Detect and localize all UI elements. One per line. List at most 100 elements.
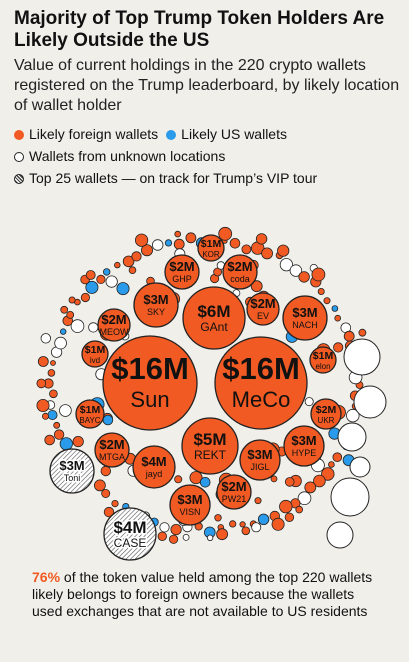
wallet-bubble-small	[331, 305, 339, 312]
legend-row-vip: Top 25 wallets — on track for Trump’s VI…	[14, 168, 404, 189]
bubble-value-label: $4M	[113, 518, 146, 537]
wallet-bubble-rekt	[181, 417, 239, 475]
wallet-bubble-small	[333, 342, 344, 353]
wallet-bubble-small	[159, 522, 170, 533]
bubble-value-label: $5M	[193, 430, 226, 449]
wallet-bubble-small	[54, 336, 67, 350]
legend-label-foreign: Likely foreign wallets	[29, 126, 159, 142]
bubble-name-label: jayd	[145, 469, 163, 479]
bubble-value-label: $2M	[101, 312, 126, 327]
wallet-bubble-small	[53, 429, 65, 440]
wallet-bubble-small	[323, 297, 331, 305]
wallet-bubble-small	[164, 239, 173, 247]
wallet-bubble-small	[254, 497, 262, 505]
bubble-value-label: $2M	[99, 437, 124, 452]
wallet-bubble-small	[128, 266, 137, 274]
wallet-bubble-small	[214, 514, 222, 522]
wallet-bubble-small	[111, 499, 119, 508]
wallet-bubble-meco	[214, 336, 308, 430]
wallet-bubble-small	[317, 288, 325, 296]
bubble-value-label: $2M	[221, 479, 246, 494]
wallet-bubble-small	[279, 258, 293, 272]
wallet-bubble-small	[241, 244, 252, 255]
bubble-name-label: EV	[257, 311, 269, 321]
wallet-bubble-small	[174, 230, 182, 238]
wallet-bubble-sun	[102, 335, 198, 431]
wallet-bubble-small	[59, 437, 73, 451]
wallet-bubble-small	[140, 244, 153, 257]
bubble-value-label: $2M	[250, 296, 275, 311]
wallet-bubble-small	[59, 404, 72, 417]
bubble-name-label: JIGL	[250, 462, 269, 472]
wallet-bubble-small	[185, 232, 197, 244]
bubble-value-label: $1M	[313, 350, 334, 362]
footnote: 76% of the token value held among the to…	[32, 569, 377, 620]
wallet-bubble-small	[239, 521, 246, 528]
wallet-bubble-small	[103, 506, 115, 518]
wallet-bubble-small	[255, 233, 268, 245]
footer-fade	[0, 568, 409, 662]
bubble-name-label: VISN	[179, 507, 200, 517]
wallet-bubble-small	[96, 274, 106, 285]
wallet-bubble-small	[101, 488, 111, 498]
wallet-bubble-small	[277, 244, 290, 257]
bubble-name-label: coda	[230, 274, 250, 284]
wallet-bubble-small	[270, 475, 278, 483]
wallet-bubble-small	[304, 397, 314, 407]
wallet-bubble-small	[66, 311, 75, 319]
bubble-value-label: $3M	[59, 458, 84, 473]
wallet-bubble-small	[189, 471, 203, 485]
wallet-bubble-small	[44, 434, 55, 446]
wallet-bubble-small	[241, 526, 251, 536]
wallet-bubble-small	[53, 421, 61, 429]
bubble-value-label: $2M	[227, 259, 252, 274]
bubble-name-label: GAnt	[200, 320, 228, 334]
bubble-name-label: KOR	[202, 250, 220, 259]
bubble-value-label: $16M	[222, 351, 300, 386]
wallet-bubble-gant	[182, 286, 246, 350]
wallet-bubble-jayd	[132, 445, 176, 489]
wallet-bubble-mtga	[94, 432, 130, 468]
wallet-bubble-unknown	[343, 338, 381, 376]
wallet-bubble-pw21	[216, 474, 252, 510]
wallet-bubble-small	[284, 512, 295, 523]
wallet-bubble-ev	[246, 292, 280, 326]
wallet-bubble-small	[135, 233, 149, 247]
legend-row-unknown: Wallets from unknown locations	[14, 146, 404, 167]
wallet-bubble-small	[36, 398, 50, 412]
bubble-name-label: CASE	[114, 536, 147, 550]
bubble-value-label: $3M	[177, 492, 202, 507]
wallet-bubble-nach	[282, 295, 328, 341]
wallet-bubble-small	[68, 296, 76, 304]
footnote-percent: 76%	[32, 569, 61, 585]
wallet-bubble-case	[103, 507, 157, 561]
wallet-bubble-small	[334, 314, 342, 322]
bubble-name-label: MTGA	[99, 452, 125, 462]
wallet-bubble-small	[47, 409, 58, 420]
wallet-bubble-small	[284, 477, 295, 487]
bubble-name-label: elon	[315, 362, 330, 371]
bubble-chart: $16MSun$16MMeCo$6MGAnt$5MREKT$4Mjayd$4MC…	[36, 226, 387, 561]
bubble-value-label: $3M	[247, 447, 272, 462]
wallet-bubble-hype	[283, 425, 325, 467]
wallet-bubble-meow	[97, 308, 131, 342]
wallet-bubble-small	[298, 271, 310, 283]
wallet-bubble-small	[60, 305, 69, 314]
footnote-text: of the token value held among the top 22…	[32, 569, 373, 619]
wallet-bubble-small	[40, 333, 52, 344]
wallet-bubble-small	[173, 238, 185, 250]
wallet-bubble-small	[257, 513, 270, 526]
wallet-bubble-small	[50, 360, 56, 366]
wallet-bubble-small	[297, 491, 312, 506]
wallet-bubble-small	[250, 280, 263, 293]
wallet-bubble-visn	[169, 484, 211, 526]
bubble-name-label: NACH	[292, 320, 318, 330]
bubble-value-label: $2M	[169, 259, 194, 274]
wallet-bubble-small	[182, 533, 190, 541]
wallet-bubble-small	[169, 534, 179, 544]
wallet-bubble-small	[114, 261, 121, 269]
wallet-bubble-small	[313, 474, 326, 488]
wallet-bubble-toni	[49, 448, 95, 494]
bubble-name-label: HYPE	[292, 448, 317, 458]
wallet-bubble-small	[85, 280, 99, 294]
